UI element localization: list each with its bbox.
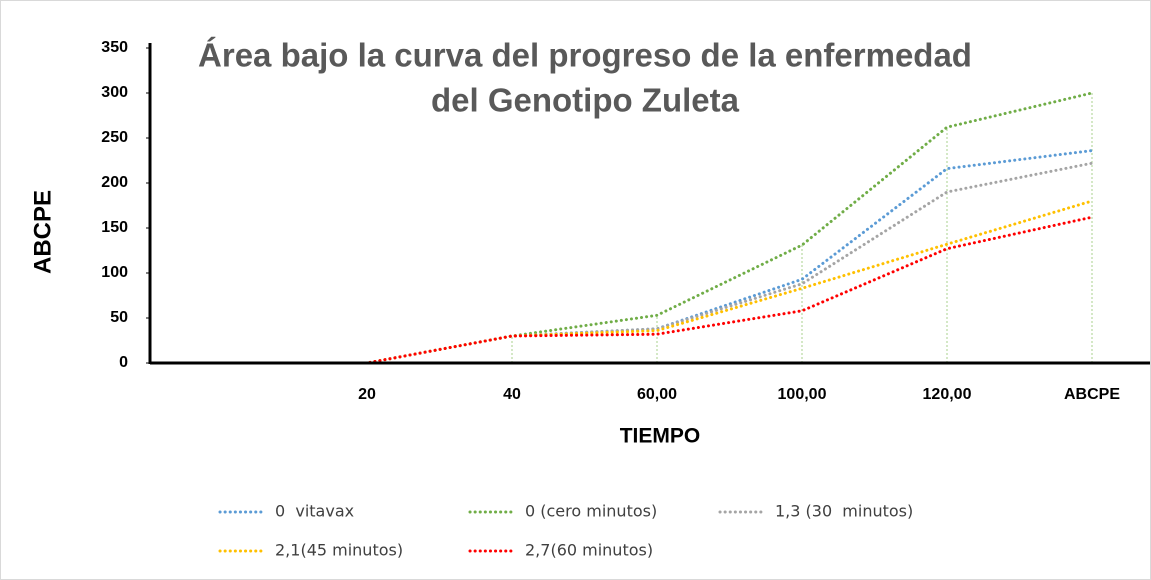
y-tick-label: 150 xyxy=(101,219,128,236)
legend-label: 0 (cero minutos) xyxy=(525,502,657,521)
legend-label: 2,7(60 minutos) xyxy=(525,541,653,560)
y-tick-label: 100 xyxy=(101,264,128,281)
legend-label: 1,3 (30 minutos) xyxy=(775,502,913,521)
y-tick-label: 350 xyxy=(101,39,128,56)
y-tick-label: 250 xyxy=(101,129,128,146)
x-axis-label: TIEMPO xyxy=(620,425,701,448)
x-tick-label: 20 xyxy=(358,386,376,403)
y-tick-label: 50 xyxy=(110,309,128,326)
series-line xyxy=(220,199,1094,365)
legend-label: 2,1(45 minutos) xyxy=(275,541,403,560)
x-tick-label: 120,00 xyxy=(923,386,972,403)
y-axis-label: ABCPE xyxy=(29,190,56,274)
series-line xyxy=(220,91,1094,365)
chart-title: del Genotipo Zuleta xyxy=(431,82,740,119)
legend-label: 0 vitavax xyxy=(275,502,354,521)
series-line xyxy=(220,215,1094,365)
chart-title: Área bajo la curva del progreso de la en… xyxy=(198,37,972,74)
series-line xyxy=(220,161,1094,365)
x-tick-label: 100,00 xyxy=(778,386,827,403)
x-tick-label: 40 xyxy=(503,386,521,403)
x-tick-label: ABCPE xyxy=(1064,386,1120,403)
y-tick-label: 200 xyxy=(101,174,128,191)
y-tick-label: 0 xyxy=(119,354,128,371)
y-tick-label: 300 xyxy=(101,84,128,101)
x-tick-label: 60,00 xyxy=(637,386,677,403)
